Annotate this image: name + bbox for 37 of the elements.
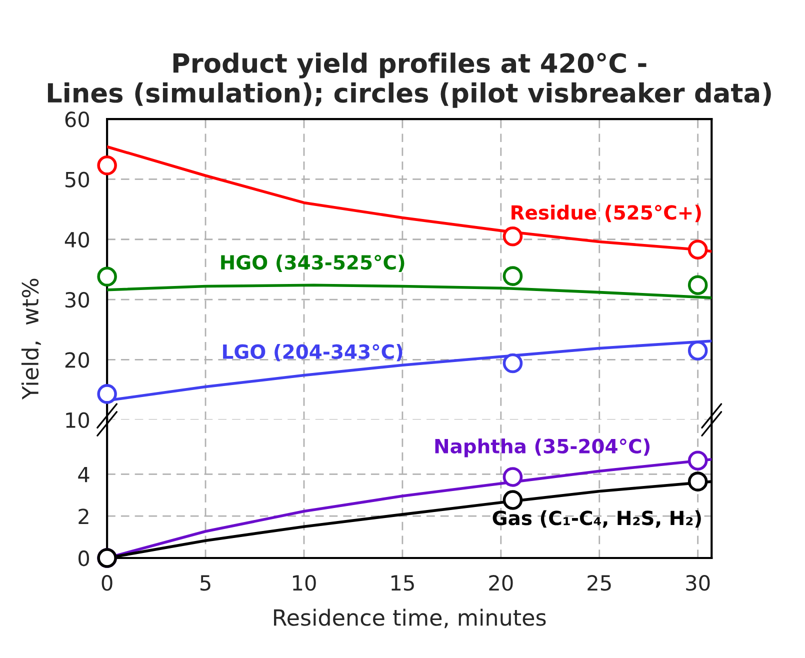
x-tick-label: 15 [391, 575, 414, 591]
point [688, 450, 708, 471]
x-tick-label: 10 [293, 575, 316, 591]
x-tick-label: 30 [686, 575, 710, 591]
x-tick-label: 20 [489, 575, 513, 591]
y-tick-label: 30 [65, 292, 90, 308]
x-tick-label: 0 [102, 575, 112, 591]
y-tick-label: 40 [64, 232, 90, 248]
y-tick-label: 20 [65, 352, 90, 368]
point [502, 467, 523, 487]
series-label: Gas (C₁-C₄, H₂S, H₂) [492, 510, 701, 528]
series-label: LGO (204-343°C) [223, 344, 402, 362]
y-tick-label: 4 [78, 466, 90, 482]
y-axis-title: Yield, wt% [21, 278, 41, 400]
chart-title: Product yield profiles at 420°C - Lines (simulation); circles (pilot visbreaker data) [48, 52, 771, 108]
point [97, 156, 117, 176]
point [688, 472, 708, 492]
x-axis-title: Residence time, minutes [274, 608, 546, 628]
series-label: Residue (525°C+) [512, 204, 701, 222]
point [502, 353, 523, 374]
point [688, 340, 708, 361]
series-label: HGO (343-525°C) [221, 254, 404, 272]
point [97, 384, 117, 404]
y-tick-label: 60 [65, 112, 90, 128]
y-tick-label: 2 [78, 508, 88, 524]
series-label: Naphtha (35-204°C) [435, 438, 650, 458]
point [688, 240, 708, 260]
point [502, 490, 523, 510]
x-tick-label: 25 [588, 575, 611, 591]
y-tick-label: 10 [66, 412, 90, 428]
y-tick-label: 0 [78, 550, 90, 566]
point [502, 266, 523, 286]
y-tick-label: 50 [65, 172, 90, 188]
point [502, 226, 523, 246]
x-tick-label: 5 [200, 575, 210, 591]
point [97, 266, 117, 287]
point [688, 275, 708, 295]
